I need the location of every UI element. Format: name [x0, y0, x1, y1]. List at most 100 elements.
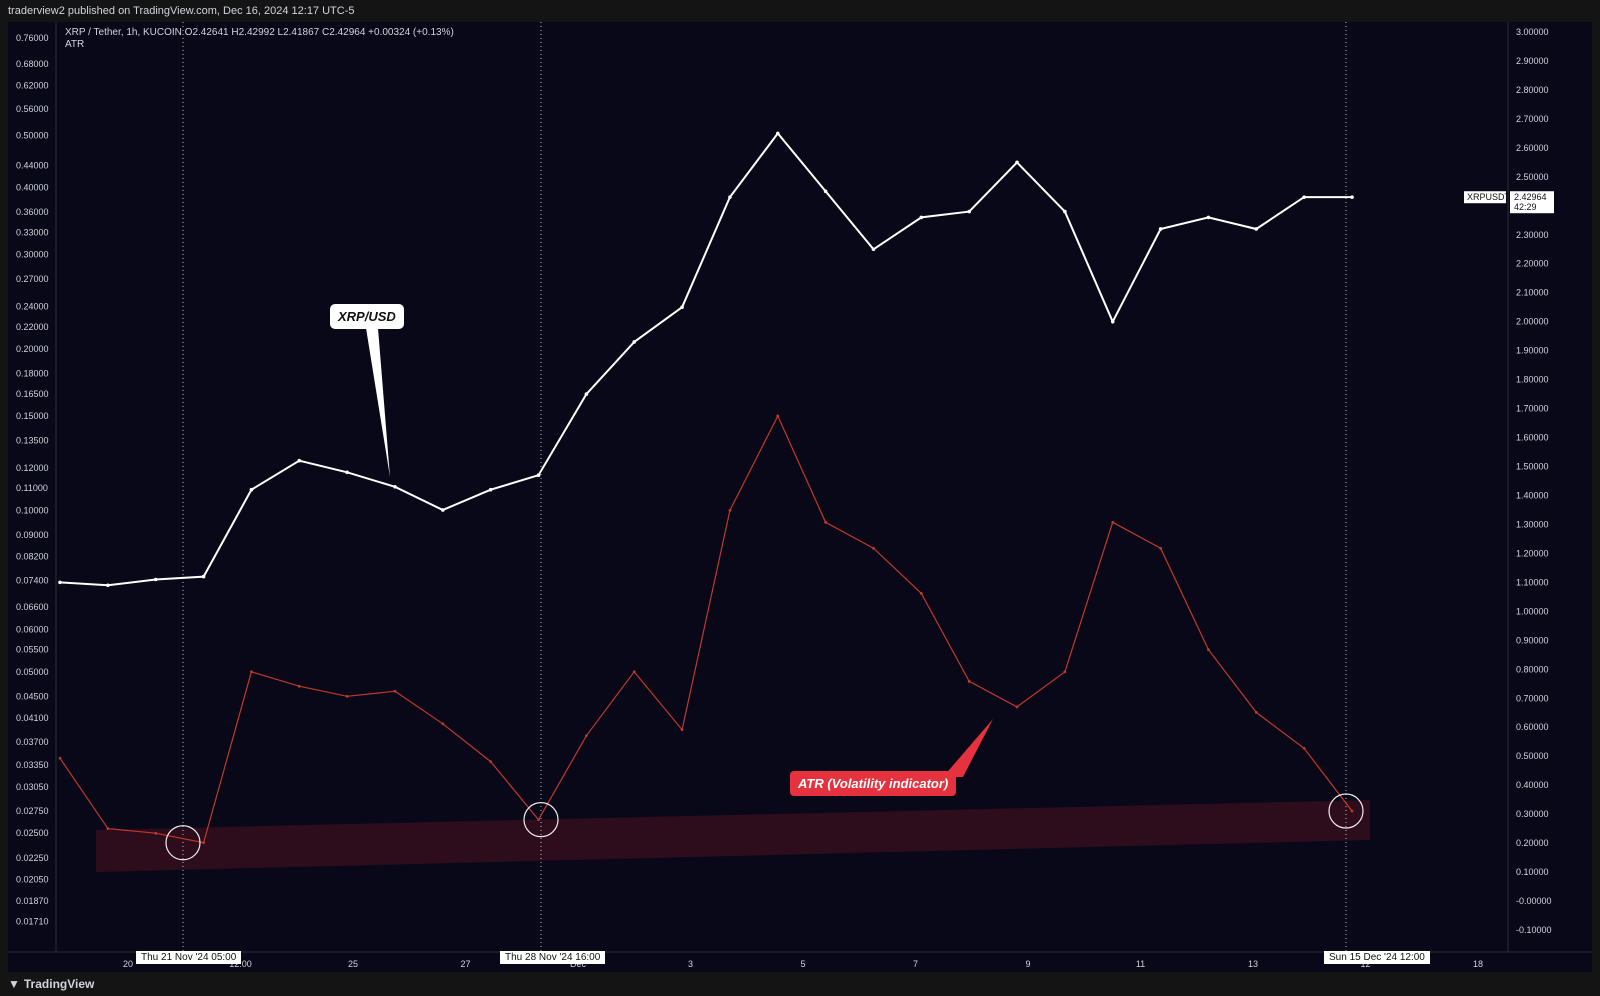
left-axis-tick-6: 0.40000 — [16, 183, 49, 193]
left-axis-tick-1: 0.68000 — [16, 59, 49, 69]
price-point-5 — [297, 458, 302, 463]
price-point-20 — [1015, 160, 1019, 165]
right-axis-tick-28: 0.20000 — [1516, 838, 1549, 848]
right-axis-tick-17: 1.30000 — [1516, 519, 1549, 529]
price-badge-symbol: XRPUSDT — [1467, 192, 1511, 202]
left-axis-tick-11: 0.24000 — [16, 301, 49, 311]
footer-bar: ▼ TradingView — [0, 972, 1600, 996]
left-axis-tick-8: 0.33000 — [16, 227, 49, 237]
right-axis-tick-4: 2.60000 — [1516, 143, 1549, 153]
right-axis-tick-20: 1.00000 — [1516, 606, 1549, 616]
atr-point-10 — [537, 818, 540, 822]
atr-point-16 — [824, 520, 828, 524]
right-axis-tick-13: 1.70000 — [1516, 404, 1549, 414]
right-axis-tick-22: 0.80000 — [1516, 664, 1549, 674]
atr-point-12 — [632, 670, 636, 674]
left-axis-tick-36: 0.02050 — [16, 874, 49, 884]
x-axis-tick-8: 9 — [1025, 959, 1030, 969]
price-point-19 — [967, 209, 971, 214]
right-axis-tick-0: 3.00000 — [1516, 27, 1549, 37]
left-axis-tick-28: 0.04500 — [16, 691, 49, 701]
chart-area[interactable]: 3.00000 2.90000 2.80000 2.70000 2.60000 2.500… — [8, 22, 1592, 972]
right-axis-tick-2: 2.80000 — [1516, 85, 1549, 95]
price-point-22 — [1110, 319, 1115, 324]
price-point-13 — [680, 305, 684, 309]
right-axis-tick-8: 2.20000 — [1516, 259, 1549, 269]
right-axis-tick-31: -0.10000 — [1516, 925, 1552, 935]
right-axis-tick-25: 0.50000 — [1516, 751, 1549, 761]
right-axis-tick-7: 2.30000 — [1516, 230, 1549, 240]
price-badge-symbol-box — [1464, 191, 1506, 204]
price-point-26 — [1302, 195, 1306, 199]
x-axis-tick-6: 5 — [800, 959, 805, 969]
x-axis-tick-0: 20 — [123, 959, 133, 969]
atr-point-20 — [1015, 705, 1019, 709]
atr-point-0 — [58, 756, 62, 760]
callout-atr-pointer — [943, 719, 993, 777]
left-axis-tick-12: 0.22000 — [16, 322, 49, 332]
right-axis-tick-29: 0.10000 — [1516, 867, 1549, 877]
left-axis-tick-7: 0.36000 — [16, 207, 49, 217]
header-bar: traderview2 published on TradingView.com… — [0, 0, 1600, 22]
right-axis-tick-27: 0.30000 — [1516, 809, 1549, 819]
left-axis-tick-37: 0.01870 — [16, 896, 49, 906]
legend-indicator-line: ATR — [65, 39, 85, 50]
right-axis-tick-24: 0.60000 — [1516, 722, 1549, 732]
price-point-1 — [106, 583, 110, 588]
x-axis-tick-12: 18 — [1473, 959, 1483, 969]
left-axis-tick-14: 0.18000 — [16, 368, 49, 378]
left-axis-tick-21: 0.09000 — [16, 530, 49, 540]
atr-point-27 — [1350, 809, 1354, 813]
left-axis-tick-15: 0.16500 — [16, 389, 49, 399]
price-point-21 — [1063, 209, 1067, 214]
price-badge-box — [1510, 191, 1554, 214]
right-axis-tick-12: 1.80000 — [1516, 375, 1549, 385]
callout-xrp-pointer — [366, 328, 390, 477]
right-axis-tick-18: 1.20000 — [1516, 548, 1549, 558]
left-axis-tick-5: 0.44000 — [16, 160, 49, 170]
left-axis-tick-25: 0.06000 — [16, 624, 49, 634]
right-axis-tick-9: 2.10000 — [1516, 288, 1549, 298]
left-axis-tick-2: 0.62000 — [16, 80, 49, 90]
left-axis-tick-24: 0.06600 — [16, 602, 49, 612]
right-axis-tick-23: 0.70000 — [1516, 693, 1549, 703]
left-axis-tick-23: 0.07400 — [16, 576, 49, 586]
left-axis-tick-19: 0.11000 — [16, 483, 48, 493]
x-axis-tick-4: Dec — [570, 959, 587, 969]
atr-point-5 — [297, 684, 301, 688]
atr-point-9 — [489, 760, 493, 764]
footer-brand: TradingView — [23, 977, 95, 991]
atr-point-3 — [202, 841, 205, 845]
left-axis-tick-33: 0.02750 — [16, 806, 49, 816]
right-axis-tick-21: 0.90000 — [1516, 635, 1549, 645]
price-point-2 — [153, 577, 158, 582]
left-axis-tick-34: 0.02500 — [16, 828, 49, 838]
chart-svg[interactable]: 3.00000 2.90000 2.80000 2.70000 2.60000 2.500… — [8, 22, 1592, 972]
atr-support-band — [96, 800, 1370, 872]
x-axis-tick-1: 12:00 — [229, 959, 252, 969]
price-point-23 — [1158, 227, 1163, 231]
atr-point-23 — [1159, 546, 1162, 550]
atr-point-14 — [728, 508, 732, 512]
left-axis-tick-31: 0.03350 — [16, 760, 49, 770]
price-badge-value: 2.42964 — [1514, 192, 1547, 202]
atr-low-circle-2 — [523, 802, 559, 838]
atr-point-4 — [250, 670, 253, 674]
right-axis-tick-10: 2.00000 — [1516, 317, 1549, 327]
date-label-2: Thu 28 Nov '24 16:00 — [500, 951, 606, 964]
x-axis-tick-2: 25 — [348, 959, 358, 969]
right-axis-tick-16: 1.40000 — [1516, 490, 1549, 500]
atr-point-8 — [441, 722, 445, 726]
atr-point-21 — [1063, 670, 1067, 674]
left-axis-tick-3: 0.56000 — [16, 104, 49, 114]
left-axis-tick-30: 0.03700 — [16, 737, 49, 747]
tradingview-logo-icon: ▼ — [8, 977, 20, 991]
left-axis-tick-20: 0.10000 — [16, 505, 49, 515]
left-axis-tick-22: 0.08200 — [16, 552, 49, 562]
atr-point-26 — [1302, 746, 1306, 750]
date-label-1: Thu 21 Nov '24 05:00 — [136, 951, 242, 964]
left-axis-tick-4: 0.50000 — [16, 131, 49, 141]
price-point-7 — [393, 484, 397, 489]
callout-xrp-usd: XRP/USD — [330, 304, 404, 329]
price-point-25 — [1254, 227, 1259, 231]
